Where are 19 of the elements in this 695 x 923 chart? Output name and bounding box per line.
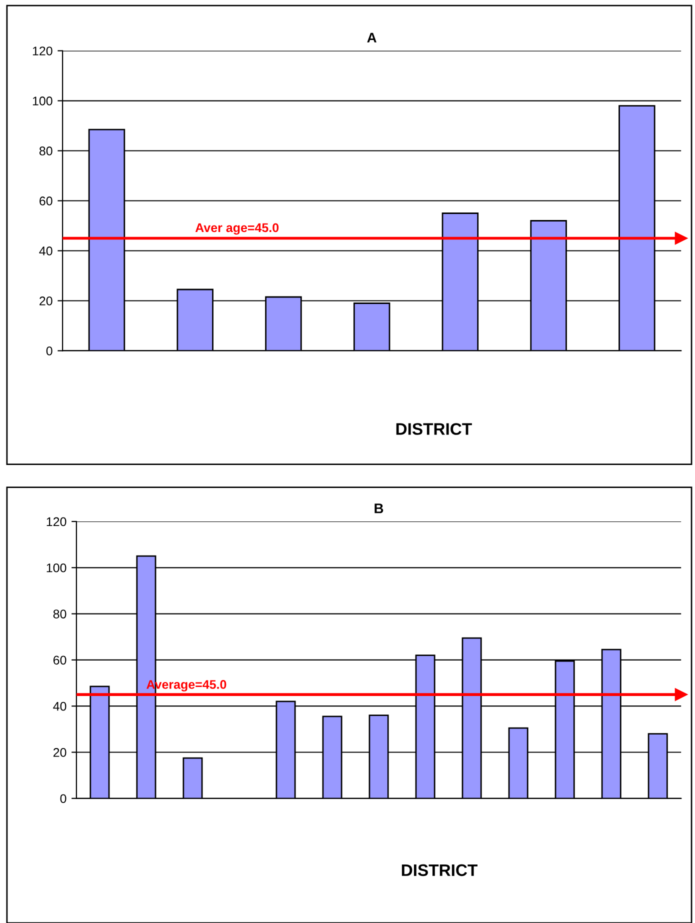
y-tick-label: 40 [53, 702, 66, 711]
y-tick-label: 80 [39, 146, 52, 156]
y-tick-label: 20 [40, 296, 52, 306]
y-tick-label: 100 [46, 563, 66, 572]
y-tick-label: 0 [60, 794, 66, 804]
x-axis-title: DISTRICT [402, 864, 478, 876]
chart-title: A [367, 32, 376, 42]
y-tick-label: 0 [46, 346, 52, 356]
y-tick-label: 40 [39, 246, 52, 256]
chart-title: B [374, 504, 384, 514]
y-tick-label: 120 [46, 517, 66, 526]
ref-line-label: Aver age=45.0 [195, 223, 279, 235]
y-tick-label: 60 [53, 656, 66, 665]
y-tick-label: 60 [40, 196, 52, 206]
y-tick-label: 20 [53, 748, 66, 757]
y-tick-label: 100 [32, 96, 52, 106]
y-tick-label: 120 [32, 46, 52, 56]
y-tick-label: 80 [53, 610, 66, 618]
x-axis-title: DISTRICT [396, 423, 472, 435]
